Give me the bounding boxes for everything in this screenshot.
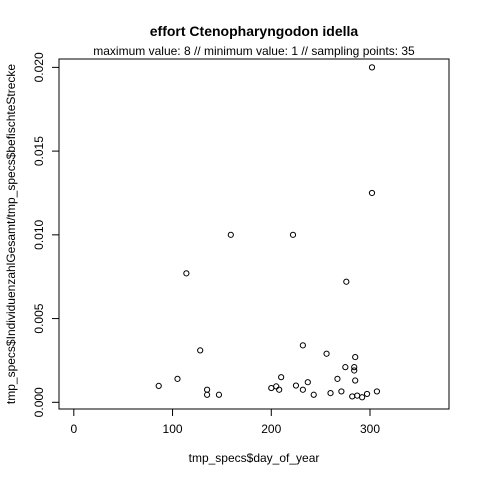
data-point	[304, 379, 311, 386]
data-point	[352, 377, 359, 384]
data-point	[276, 386, 283, 393]
data-point	[197, 347, 204, 354]
data-point	[373, 388, 381, 395]
data-point	[227, 231, 234, 238]
data-point	[338, 388, 345, 395]
x-axis-label: tmp_specs$day_of_year	[189, 451, 320, 465]
x-tick-label: 100	[163, 422, 183, 436]
data-point	[215, 391, 223, 398]
y-tick-label: 0.005	[32, 303, 46, 333]
x-tick-label: 0	[70, 422, 77, 436]
data-points	[155, 64, 381, 401]
data-point	[183, 270, 190, 277]
data-point	[292, 382, 300, 389]
chart-title: effort Ctenopharyngodon idella	[150, 23, 359, 39]
data-point	[351, 367, 358, 374]
data-point	[155, 382, 162, 389]
data-point	[368, 64, 376, 71]
data-point	[327, 389, 334, 397]
data-point	[299, 342, 306, 349]
x-tick-label: 300	[360, 422, 380, 436]
data-point	[368, 189, 376, 197]
data-point	[278, 374, 285, 381]
y-axis-label: tmp_specs$IndividuenzahlGesamt/tmp_specs…	[4, 64, 18, 405]
data-point	[289, 231, 297, 238]
data-point	[334, 375, 341, 382]
data-point	[204, 391, 211, 398]
y-tick-label: 0.000	[32, 387, 46, 417]
data-point	[323, 350, 330, 357]
x-tick-label: 200	[261, 422, 281, 436]
y-tick-label: 0.020	[32, 52, 46, 82]
data-point	[310, 391, 317, 398]
y-tick-label: 0.015	[32, 136, 46, 166]
chart-subtitle: maximum value: 8 // minimum value: 1 // …	[93, 44, 415, 58]
data-point	[174, 375, 181, 382]
data-point	[352, 353, 359, 361]
data-point	[343, 278, 350, 285]
data-point	[351, 364, 358, 371]
data-point	[363, 390, 371, 398]
y-tick-label: 0.010	[32, 219, 46, 249]
data-point	[342, 364, 349, 371]
x-axis: 0 100 200 300	[70, 408, 380, 436]
data-point	[299, 386, 306, 393]
data-point	[359, 394, 366, 401]
y-axis: 0.000 0.005 0.010 0.015 0.020	[32, 52, 60, 417]
